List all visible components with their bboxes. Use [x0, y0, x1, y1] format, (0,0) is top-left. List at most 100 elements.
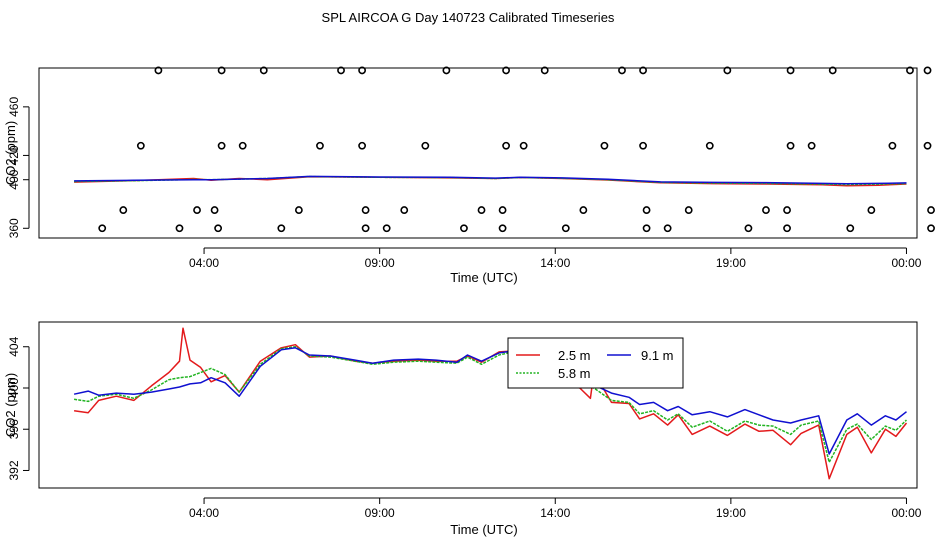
flag-point	[210, 206, 219, 214]
flag-point	[867, 206, 876, 214]
flag-point	[498, 224, 507, 233]
flag-point	[786, 66, 795, 75]
flag-point	[744, 224, 753, 233]
legend: 2.5 m 9.1 m 5.8 m	[507, 337, 684, 389]
flag-point	[442, 66, 451, 75]
flag-point	[217, 66, 226, 75]
y-tick-label: 420	[7, 145, 21, 165]
flag-point	[154, 66, 163, 75]
x-axis-bottom: 04:00 09:00 14:00 19:00 00:00	[189, 497, 922, 520]
legend-label-2-5m: 2.5 m	[558, 348, 591, 363]
legend-label-9-1m: 9.1 m	[641, 348, 674, 363]
flag-point	[277, 224, 286, 233]
bottom-series-group	[73, 327, 908, 480]
top-series-group	[74, 175, 907, 187]
flag-point	[502, 66, 510, 75]
x-tick-label: 00:00	[891, 506, 921, 520]
flag-point	[600, 141, 609, 150]
flag-point	[294, 206, 303, 214]
flag-point	[119, 206, 128, 214]
x-tick-label: 19:00	[716, 506, 746, 520]
flag-point	[927, 224, 935, 233]
flag-point	[639, 141, 647, 150]
panel-bottom: 04:00 09:00 14:00 19:00 00:00 392 396 400 404 T…	[3, 321, 922, 537]
x-tick-label: 04:00	[189, 506, 219, 520]
x-axis-label-bottom: Time (UTC)	[450, 522, 517, 537]
panel-top: 04:00 09:00 14:00 19:00 00:00 360 400 420 460 T…	[3, 66, 935, 285]
y-tick-label: 392	[7, 460, 21, 480]
flag-point	[705, 141, 714, 150]
flag-point	[421, 141, 430, 150]
y-axis-bottom: 392 396 400 404	[7, 336, 30, 480]
flag-point	[217, 141, 226, 150]
x-axis-top: 04:00 09:00 14:00 19:00 00:00	[189, 247, 922, 270]
flag-points-group	[98, 66, 935, 233]
y-tick-label: 460	[7, 97, 21, 117]
flag-point	[642, 224, 651, 233]
flag-point	[175, 224, 184, 233]
flag-point	[400, 206, 409, 214]
plot-frame-bottom	[38, 321, 918, 489]
x-tick-label: 04:00	[189, 256, 219, 270]
x-tick-label: 09:00	[365, 256, 395, 270]
flag-point	[663, 224, 672, 233]
y-tick-label: 360	[7, 218, 21, 238]
flag-point	[214, 224, 223, 233]
flag-point	[540, 66, 549, 75]
flag-point	[502, 141, 510, 150]
series-line-2-5-m	[73, 327, 908, 480]
flag-point	[316, 141, 324, 150]
flag-point	[382, 224, 391, 233]
flag-point	[460, 224, 468, 233]
flag-point	[618, 66, 626, 75]
flag-point	[519, 141, 528, 150]
legend-label-5-8m: 5.8 m	[558, 366, 591, 381]
flag-point	[561, 224, 570, 233]
y-tick-label: 404	[7, 336, 21, 356]
flag-point	[723, 66, 732, 75]
flag-point	[337, 66, 345, 75]
x-tick-label: 00:00	[891, 256, 921, 270]
legend-box	[507, 337, 684, 389]
flag-point	[361, 206, 370, 214]
flag-point	[259, 66, 268, 75]
flag-point	[639, 66, 647, 75]
x-tick-label: 19:00	[716, 256, 746, 270]
figure-title: SPL AIRCOA G Day 140723 Calibrated Times…	[322, 10, 615, 25]
flag-point	[783, 224, 791, 233]
flag-point	[642, 206, 651, 214]
flag-point	[579, 206, 588, 214]
flag-point	[906, 66, 914, 75]
flag-point	[807, 141, 816, 150]
x-tick-label: 14:00	[540, 506, 570, 520]
plot-frame-top	[38, 67, 918, 239]
y-tick-label: 400	[7, 378, 21, 398]
x-tick-label: 14:00	[540, 256, 570, 270]
flag-point	[783, 206, 791, 214]
flag-point	[361, 224, 370, 233]
x-tick-label: 09:00	[365, 506, 395, 520]
flag-point	[477, 206, 486, 214]
flag-point	[358, 66, 367, 75]
flag-point	[238, 141, 247, 150]
flag-point	[846, 224, 855, 233]
flag-point	[923, 141, 932, 150]
flag-point	[828, 66, 837, 75]
flag-point	[927, 206, 935, 214]
flag-point	[136, 141, 145, 150]
y-axis-top: 360 400 420 460	[7, 97, 30, 238]
series-line-5-8-m	[73, 345, 908, 463]
y-tick-label: 400	[7, 169, 21, 189]
flag-point	[193, 206, 201, 214]
flag-point	[762, 206, 770, 214]
y-axis-label-top: CO2 (ppm)	[3, 121, 18, 185]
flag-point	[888, 141, 897, 150]
flag-point	[98, 224, 107, 233]
flag-point	[358, 141, 367, 150]
y-axis-label-bottom: CO2 (ppm)	[3, 373, 18, 437]
flag-point	[684, 206, 693, 214]
y-tick-label: 396	[7, 419, 21, 439]
flag-point	[498, 206, 507, 214]
flag-point	[786, 141, 795, 150]
